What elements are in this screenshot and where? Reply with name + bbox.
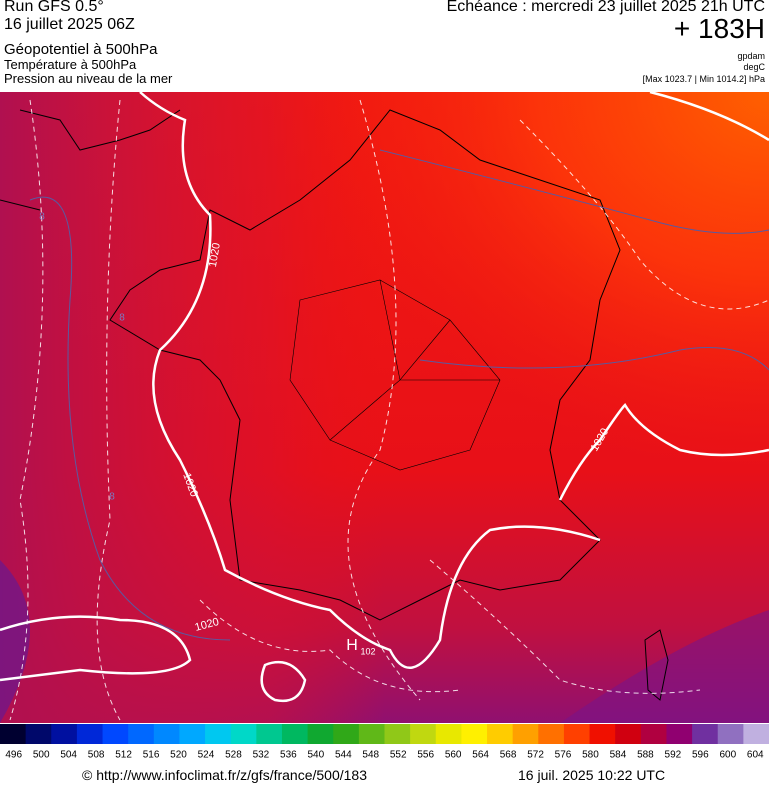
colorbar-cell — [410, 724, 437, 744]
colorbar-cell — [256, 724, 283, 744]
field-label: Température à 500hPa — [4, 57, 137, 72]
colorbar-label: 556 — [417, 750, 434, 761]
unit: gpdam — [737, 51, 765, 61]
colorbar-cell — [743, 724, 769, 744]
colorbar-label: 584 — [610, 750, 627, 761]
colorbar-cell — [205, 724, 232, 744]
colorbar-cell — [179, 724, 206, 744]
colorbar-cell — [538, 724, 565, 744]
colorbar-cell — [512, 724, 539, 744]
colorbar-cell — [128, 724, 155, 744]
colorbar-label: 552 — [390, 750, 407, 761]
colorbar-label: 604 — [747, 750, 764, 761]
temperature-contours — [9, 99, 769, 721]
geopotential-contours — [29, 149, 769, 641]
colorbar-label: 496 — [5, 750, 22, 761]
colorbar-cell — [589, 724, 616, 744]
colorbar-cell — [692, 724, 719, 744]
footer-date: 16 juil. 2025 10:22 UTC — [518, 767, 666, 783]
run-label: Run GFS 0.5° — [4, 0, 104, 15]
colorbar: 496 500 504 508 512 516 520 524 528 532 536 540 544 5… — [0, 724, 769, 761]
colorbar-cell — [487, 724, 514, 744]
map-label: 8 — [39, 212, 45, 223]
colorbar-label: 508 — [88, 750, 105, 761]
colorbar-cell — [435, 724, 462, 744]
colorbar-label: 576 — [555, 750, 572, 761]
field-label: Pression au niveau de la mer — [4, 71, 173, 86]
unit: degC — [743, 62, 765, 72]
colorbar-cell — [666, 724, 693, 744]
colorbar-cell — [0, 724, 27, 744]
colorbar-cell — [153, 724, 180, 744]
colorbar-cell — [25, 724, 52, 744]
map-label: 1020 — [207, 242, 223, 268]
colorbar-label: 568 — [500, 750, 517, 761]
colorbar-label: 544 — [335, 750, 352, 761]
colorbar-label: 528 — [225, 750, 242, 761]
colorbar-label: 516 — [143, 750, 160, 761]
colorbar-label: 600 — [719, 750, 736, 761]
colorbar-cell — [640, 724, 667, 744]
colorbar-cell — [76, 724, 104, 744]
footer-url: © http://www.infoclimat.fr/z/gfs/france/… — [82, 767, 367, 783]
colorbar-label: 564 — [472, 750, 489, 761]
colorbar-cell — [281, 724, 309, 744]
colorbar-cell — [461, 724, 488, 744]
colorbar-label: 540 — [307, 750, 324, 761]
map-background — [0, 92, 769, 723]
colorbar-label: 596 — [692, 750, 709, 761]
colorbar-label: 588 — [637, 750, 654, 761]
isobars — [0, 90, 769, 703]
colorbar-label: 500 — [33, 750, 50, 761]
colorbar-label: 504 — [60, 750, 77, 761]
field-label: Géopotentiel à 500hPa — [4, 41, 158, 58]
colorbar-cell — [333, 724, 360, 744]
unit: [Max 1023.7 | Min 1014.2] hPa — [642, 74, 765, 84]
colorbar-cell — [230, 724, 257, 744]
colorbar-label: 532 — [253, 750, 270, 761]
run-date: 16 juillet 2025 06Z — [4, 16, 135, 33]
colorbar-label: 536 — [280, 750, 297, 761]
colorbar-label: 548 — [362, 750, 379, 761]
map-label: 8 — [119, 313, 125, 324]
colorbar-label: 580 — [582, 750, 599, 761]
map-label: 102 — [360, 646, 375, 656]
colorbar-cell — [102, 724, 129, 744]
colorbar-label: 572 — [527, 750, 544, 761]
colorbar-cell — [384, 724, 411, 744]
colorbar-cell — [307, 724, 334, 744]
colorbar-label: 524 — [198, 750, 215, 761]
colorbar-cell — [358, 724, 385, 744]
colorbar-label: 560 — [445, 750, 462, 761]
colorbar-cell — [51, 724, 78, 744]
colorbar-cell — [615, 724, 642, 744]
colorbar-label: 592 — [665, 750, 682, 761]
colorbar-cell — [717, 724, 744, 744]
coastline — [0, 109, 669, 701]
colorbar-label: 520 — [170, 750, 187, 761]
colorbar-cell — [563, 724, 591, 744]
forecast-time: Echéance : mercredi 23 juillet 2025 21h … — [446, 0, 765, 15]
map-label: 8 — [109, 492, 115, 503]
colorbar-label: 512 — [115, 750, 132, 761]
lead-time: + 183H — [673, 13, 765, 44]
map-label: H — [346, 637, 358, 654]
